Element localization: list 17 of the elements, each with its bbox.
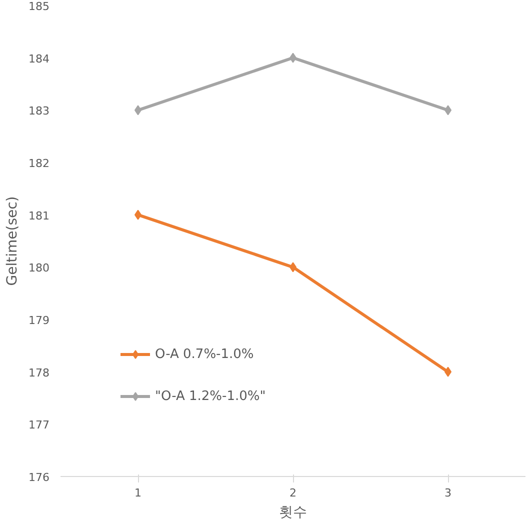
x-axis-title: 횟수 [279,504,307,520]
legend-label: "O-A 1.2%-1.0%" [155,388,266,404]
y-tick-label: 184 [28,52,50,66]
y-tick-label: 178 [28,366,50,380]
y-tick-label: 179 [28,314,50,327]
y-tick-label: 176 [28,471,50,484]
y-tick-label: 185 [28,0,50,13]
x-tick-label: 3 [444,486,452,500]
y-axis-title: Geltime(sec) [4,196,21,286]
y-tick-label: 182 [28,157,50,170]
y-tick-label: 183 [28,104,50,118]
y-tick-label: 180 [28,262,50,275]
x-tick-label: 2 [290,486,296,500]
x-tick-label: 1 [134,486,142,500]
legend-label: O-A 0.7%-1.0% [155,346,254,362]
y-tick-label: 177 [28,418,50,432]
y-tick-label: 181 [28,209,50,222]
